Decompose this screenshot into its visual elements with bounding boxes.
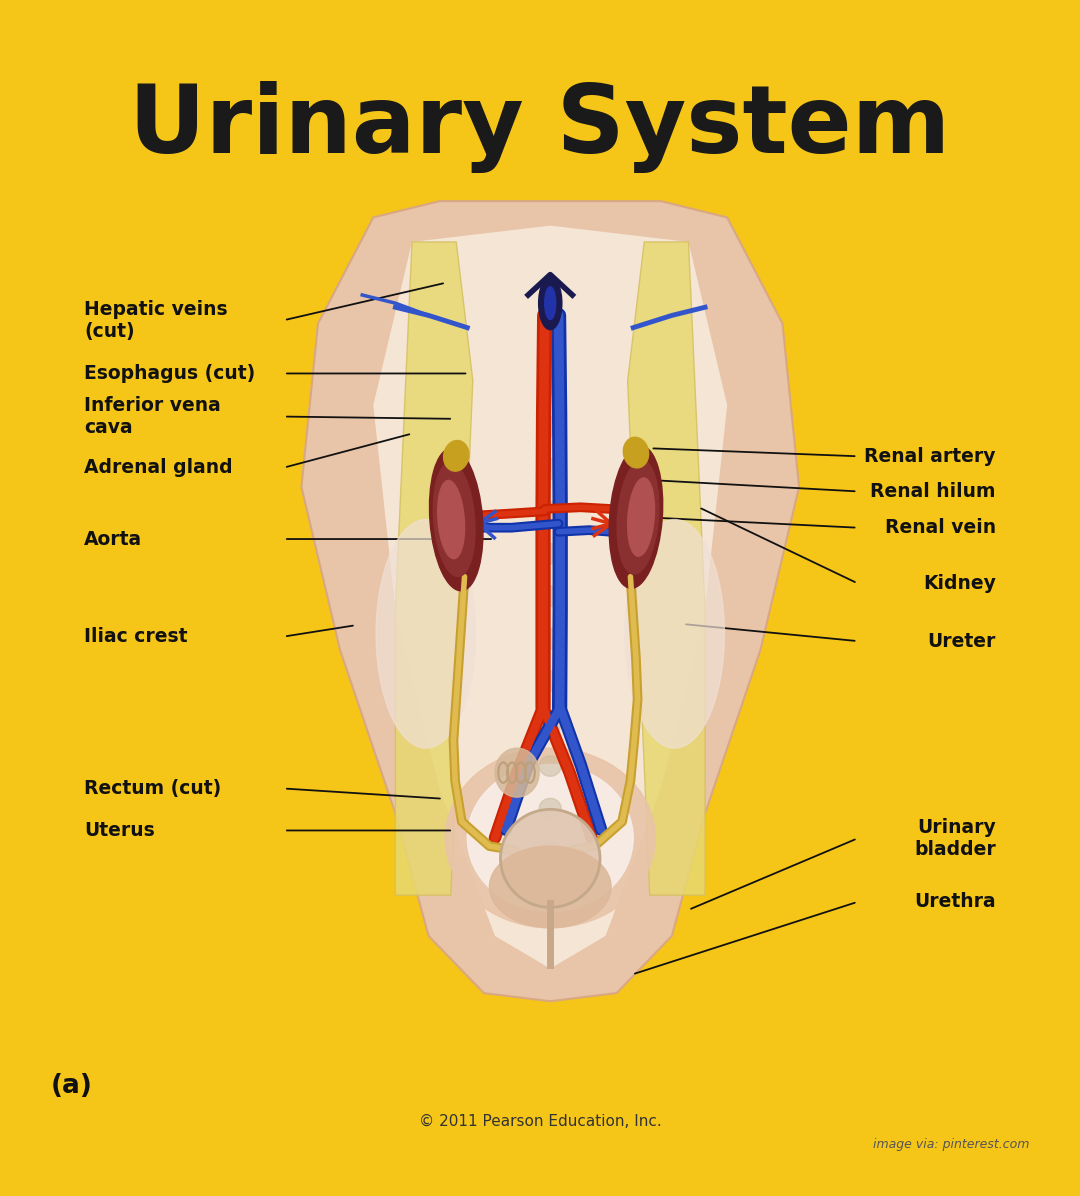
Text: Hepatic veins
(cut): Hepatic veins (cut) <box>84 300 228 341</box>
Ellipse shape <box>539 586 562 606</box>
Ellipse shape <box>539 276 562 330</box>
Ellipse shape <box>444 440 469 471</box>
Text: Iliac crest: Iliac crest <box>84 627 188 646</box>
PathPatch shape <box>301 201 799 1001</box>
Ellipse shape <box>539 756 562 776</box>
Ellipse shape <box>539 671 562 691</box>
Ellipse shape <box>468 764 633 911</box>
Ellipse shape <box>609 446 663 588</box>
Text: Aorta: Aorta <box>84 530 143 549</box>
Ellipse shape <box>437 481 464 559</box>
Ellipse shape <box>623 438 649 468</box>
Ellipse shape <box>539 799 562 819</box>
Text: Ureter: Ureter <box>928 631 996 651</box>
Ellipse shape <box>539 416 562 437</box>
Text: Urethra: Urethra <box>914 892 996 911</box>
Ellipse shape <box>500 810 600 908</box>
Text: image via: pinterest.com: image via: pinterest.com <box>873 1139 1029 1151</box>
Ellipse shape <box>539 331 562 352</box>
PathPatch shape <box>395 242 473 895</box>
Ellipse shape <box>445 749 656 928</box>
Ellipse shape <box>539 714 562 734</box>
Text: © 2011 Pearson Education, Inc.: © 2011 Pearson Education, Inc. <box>419 1115 661 1129</box>
Text: Urinary System: Urinary System <box>130 81 950 173</box>
Text: Inferior vena
cava: Inferior vena cava <box>84 396 221 437</box>
Ellipse shape <box>539 501 562 521</box>
Ellipse shape <box>544 287 556 319</box>
Ellipse shape <box>539 459 562 480</box>
Ellipse shape <box>539 841 562 861</box>
Ellipse shape <box>489 846 611 928</box>
Ellipse shape <box>539 629 562 649</box>
Text: Urinary
bladder: Urinary bladder <box>914 818 996 859</box>
Ellipse shape <box>539 374 562 395</box>
Ellipse shape <box>376 519 475 749</box>
PathPatch shape <box>627 242 705 895</box>
Text: Renal artery: Renal artery <box>864 447 996 465</box>
Text: Esophagus (cut): Esophagus (cut) <box>84 364 256 383</box>
Text: Renal vein: Renal vein <box>885 518 996 537</box>
Text: Adrenal gland: Adrenal gland <box>84 458 233 477</box>
Ellipse shape <box>627 478 654 556</box>
Ellipse shape <box>617 460 659 574</box>
Text: Kidney: Kidney <box>922 574 996 593</box>
Ellipse shape <box>433 463 475 576</box>
Text: (a): (a) <box>51 1073 93 1099</box>
Text: Uterus: Uterus <box>84 820 156 840</box>
Text: Rectum (cut): Rectum (cut) <box>84 779 221 798</box>
Ellipse shape <box>539 289 562 310</box>
Text: Renal hilum: Renal hilum <box>870 482 996 501</box>
Ellipse shape <box>430 448 483 591</box>
Ellipse shape <box>625 519 725 749</box>
Ellipse shape <box>539 544 562 565</box>
Ellipse shape <box>495 749 539 797</box>
PathPatch shape <box>374 226 727 969</box>
